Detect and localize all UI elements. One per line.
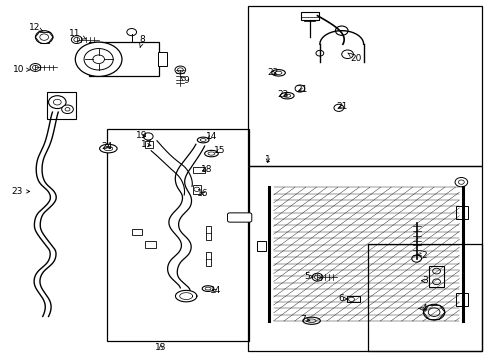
Circle shape xyxy=(143,133,153,140)
Circle shape xyxy=(30,64,41,71)
Bar xyxy=(346,296,360,302)
Bar xyxy=(455,206,467,219)
Text: 21: 21 xyxy=(335,102,346,111)
Text: 2: 2 xyxy=(417,251,427,260)
Text: 23: 23 xyxy=(11,187,30,196)
Bar xyxy=(205,252,211,266)
Text: 4: 4 xyxy=(418,304,427,313)
Text: 22: 22 xyxy=(266,68,278,77)
Ellipse shape xyxy=(204,150,218,157)
Circle shape xyxy=(311,273,322,281)
Bar xyxy=(46,92,76,118)
Bar xyxy=(131,229,142,235)
Text: 6: 6 xyxy=(338,294,347,303)
Circle shape xyxy=(35,31,53,44)
Circle shape xyxy=(175,66,185,74)
Ellipse shape xyxy=(302,317,320,324)
Circle shape xyxy=(40,34,48,40)
Circle shape xyxy=(315,50,323,56)
Ellipse shape xyxy=(200,139,205,141)
Text: 18: 18 xyxy=(201,165,212,174)
Ellipse shape xyxy=(100,144,117,153)
Text: 24: 24 xyxy=(102,142,113,151)
Circle shape xyxy=(314,275,320,279)
Ellipse shape xyxy=(104,147,113,151)
Ellipse shape xyxy=(197,137,208,143)
Ellipse shape xyxy=(202,286,213,292)
Bar xyxy=(193,185,201,194)
Text: 16: 16 xyxy=(197,189,208,198)
Circle shape xyxy=(333,104,343,111)
Circle shape xyxy=(126,28,136,36)
Circle shape xyxy=(454,177,467,187)
Circle shape xyxy=(411,255,421,262)
Ellipse shape xyxy=(271,69,285,76)
Bar xyxy=(248,166,481,351)
Circle shape xyxy=(53,99,61,105)
Text: 11: 11 xyxy=(68,29,85,39)
Text: 5: 5 xyxy=(303,272,312,281)
Bar xyxy=(301,12,318,20)
Circle shape xyxy=(335,26,347,35)
Circle shape xyxy=(341,50,353,59)
Circle shape xyxy=(93,55,104,64)
Circle shape xyxy=(427,308,439,316)
Text: 15: 15 xyxy=(213,146,224,155)
Ellipse shape xyxy=(280,93,293,99)
Text: 9: 9 xyxy=(180,76,189,85)
Circle shape xyxy=(65,108,70,111)
Bar xyxy=(144,242,155,248)
Text: 14: 14 xyxy=(209,286,221,295)
FancyBboxPatch shape xyxy=(227,213,251,222)
Circle shape xyxy=(32,65,38,69)
Circle shape xyxy=(74,37,80,42)
Text: 14: 14 xyxy=(205,132,217,141)
Circle shape xyxy=(458,180,463,184)
Text: 22: 22 xyxy=(277,90,288,99)
Circle shape xyxy=(71,36,82,44)
Circle shape xyxy=(75,42,122,76)
Text: 8: 8 xyxy=(139,36,145,48)
Text: 12: 12 xyxy=(29,23,43,32)
Bar xyxy=(89,42,159,76)
Text: 20: 20 xyxy=(347,53,361,63)
Text: 3: 3 xyxy=(421,276,427,285)
Text: 1: 1 xyxy=(264,155,270,164)
Circle shape xyxy=(423,304,444,320)
Text: 10: 10 xyxy=(13,65,30,74)
Text: 7: 7 xyxy=(299,315,309,324)
Text: 13: 13 xyxy=(155,343,166,352)
Circle shape xyxy=(432,268,440,274)
Bar xyxy=(205,226,211,240)
Bar xyxy=(107,129,249,342)
Ellipse shape xyxy=(275,71,282,75)
Text: 19: 19 xyxy=(135,131,147,140)
Bar xyxy=(256,241,266,251)
Circle shape xyxy=(177,68,183,72)
Bar xyxy=(455,293,467,306)
Text: 21: 21 xyxy=(296,85,307,94)
Bar xyxy=(145,141,152,148)
Circle shape xyxy=(432,279,440,285)
Circle shape xyxy=(294,85,304,92)
Text: 17: 17 xyxy=(140,140,152,149)
Ellipse shape xyxy=(284,94,290,97)
Circle shape xyxy=(61,105,73,113)
Circle shape xyxy=(48,96,66,109)
Bar xyxy=(193,167,204,173)
Bar xyxy=(368,244,481,351)
Ellipse shape xyxy=(204,287,210,290)
Ellipse shape xyxy=(207,152,214,155)
Circle shape xyxy=(194,187,200,192)
Ellipse shape xyxy=(306,319,315,323)
Circle shape xyxy=(348,297,354,301)
Bar xyxy=(428,266,443,287)
Bar xyxy=(158,52,166,66)
Circle shape xyxy=(84,49,113,70)
Bar xyxy=(248,6,481,166)
